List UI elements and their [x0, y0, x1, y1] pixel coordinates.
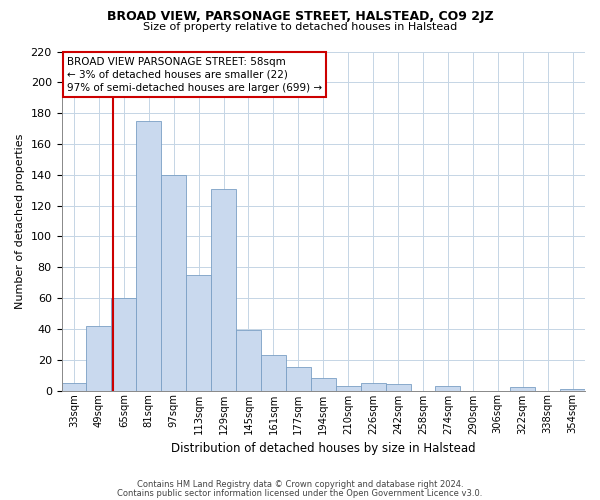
Bar [311, 378, 336, 390]
Bar [336, 386, 361, 390]
Bar [62, 383, 86, 390]
Bar [86, 326, 112, 390]
Bar [436, 386, 460, 390]
Text: Size of property relative to detached houses in Halstead: Size of property relative to detached ho… [143, 22, 457, 32]
Bar [112, 298, 136, 390]
Bar [261, 355, 286, 390]
Text: Contains HM Land Registry data © Crown copyright and database right 2024.: Contains HM Land Registry data © Crown c… [137, 480, 463, 489]
Text: Contains public sector information licensed under the Open Government Licence v3: Contains public sector information licen… [118, 488, 482, 498]
Bar [510, 388, 535, 390]
Bar [361, 383, 386, 390]
Text: BROAD VIEW, PARSONAGE STREET, HALSTEAD, CO9 2JZ: BROAD VIEW, PARSONAGE STREET, HALSTEAD, … [107, 10, 493, 23]
Bar [560, 389, 585, 390]
Bar [236, 330, 261, 390]
Bar [211, 188, 236, 390]
Text: BROAD VIEW PARSONAGE STREET: 58sqm
← 3% of detached houses are smaller (22)
97% : BROAD VIEW PARSONAGE STREET: 58sqm ← 3% … [67, 56, 322, 93]
Bar [286, 368, 311, 390]
Bar [186, 275, 211, 390]
X-axis label: Distribution of detached houses by size in Halstead: Distribution of detached houses by size … [171, 442, 476, 455]
Y-axis label: Number of detached properties: Number of detached properties [15, 134, 25, 308]
Bar [386, 384, 410, 390]
Bar [136, 121, 161, 390]
Bar [161, 175, 186, 390]
